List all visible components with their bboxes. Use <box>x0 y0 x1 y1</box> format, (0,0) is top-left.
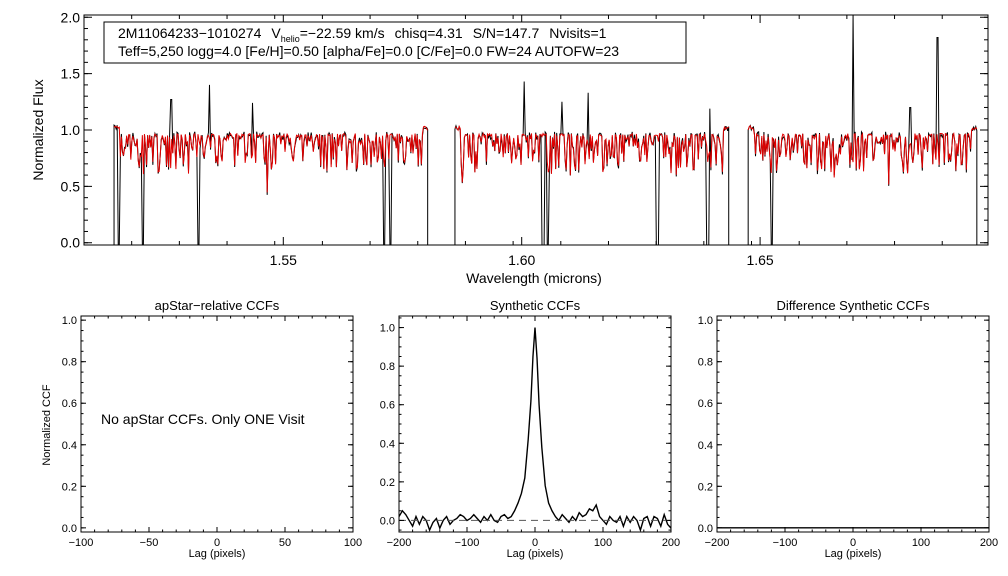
difference-frame <box>716 315 990 533</box>
model-spectrum-line <box>454 124 729 183</box>
x-tick-label: −100 <box>69 537 94 549</box>
y-tick-label: 0.0 <box>61 235 81 251</box>
annotation-line-2: Teff=5,250 logg=4.0 [Fe/H]=0.50 [alpha/F… <box>118 43 619 59</box>
synthetic-ccf-panel: −200 −100 0 100 200 0.0 0.2 0.4 0.6 0.8 1.0 Synth… <box>380 298 680 560</box>
y-tick-label: 0.4 <box>380 438 395 450</box>
apstar-ccf-panel: −100 −50 0 50 100 0.0 0.2 0.4 0.6 0.8 1.0 apStar−… <box>41 298 362 560</box>
y-tick-label: 0.4 <box>62 440 77 452</box>
synthetic-x-label: Lag (pixels) <box>507 548 564 560</box>
x-tick-label: −200 <box>705 537 730 549</box>
model-spectrum-line <box>747 125 978 185</box>
x-tick-label: −200 <box>387 537 412 549</box>
x-tick-label: 1.55 <box>270 252 297 268</box>
x-tick-label: 200 <box>980 537 998 549</box>
x-tick-label: −100 <box>455 537 480 549</box>
spectrum-y-ticks: 0.0 0.5 1.0 1.5 2.0 <box>61 9 988 251</box>
y-tick-label: 1.0 <box>61 122 81 138</box>
y-tick-label: 0.4 <box>698 440 713 452</box>
y-tick-label: 2.0 <box>61 9 81 25</box>
x-tick-label: 0 <box>532 537 538 549</box>
y-tick-label: 1.0 <box>698 315 713 327</box>
y-tick-label: 1.5 <box>61 66 81 82</box>
x-tick-label: 100 <box>594 537 612 549</box>
x-tick-label: −100 <box>773 537 798 549</box>
vhelio-value: =−22.59 km/s <box>300 25 385 41</box>
y-tick-label: 1.0 <box>62 315 77 327</box>
x-tick-label: 1.60 <box>508 252 535 268</box>
vhelio-label: V <box>271 25 281 41</box>
x-tick-label: 0 <box>850 537 856 549</box>
y-tick-label: 0.0 <box>698 523 713 535</box>
apstar-y-label: Normalized CCF <box>41 384 53 466</box>
y-tick-label: 0.6 <box>698 398 713 410</box>
y-tick-label: 0.5 <box>61 178 81 194</box>
apstar-x-ticks: −100 −50 0 50 100 <box>69 316 362 549</box>
apstar-title: apStar−relative CCFs <box>155 298 280 313</box>
y-tick-label: 1.0 <box>380 323 395 335</box>
synthetic-title: Synthetic CCFs <box>490 298 581 313</box>
annotation-box <box>103 21 687 64</box>
apstar-x-label: Lag (pixels) <box>189 548 246 560</box>
y-tick-label: 0.2 <box>62 481 77 493</box>
y-tick-label: 0.8 <box>380 361 395 373</box>
y-tick-label: 0.6 <box>380 400 395 412</box>
y-tick-label: 0.2 <box>698 481 713 493</box>
synthetic-ccf-line <box>398 327 672 533</box>
apstar-message: No apStar CCFs. Only ONE Visit <box>101 411 305 427</box>
spectrum-y-label: Normalized Flux <box>30 79 46 180</box>
x-tick-label: 200 <box>662 537 680 549</box>
y-tick-label: 0.0 <box>380 515 395 527</box>
x-tick-label: 50 <box>279 537 291 549</box>
apstar-y-ticks: 0.0 0.2 0.4 0.6 0.8 1.0 <box>62 315 353 535</box>
synthetic-series <box>398 327 672 533</box>
annotation-line-1: 2M11064233−1010274 Vhelio=−22.59 km/s chis… <box>118 25 607 44</box>
spectrum-x-label: Wavelength (microns) <box>466 270 602 286</box>
y-tick-label: 0.0 <box>62 523 77 535</box>
x-tick-label: 1.65 <box>746 252 773 268</box>
difference-ccf-panel: −200 −100 0 100 200 0.0 0.2 0.4 0.6 0.8 1.0 Diffe… <box>698 298 998 560</box>
x-tick-label: 100 <box>912 537 930 549</box>
y-tick-label: 0.2 <box>380 477 395 489</box>
spectrum-x-ticks: 1.55 1.60 1.65 <box>83 15 943 268</box>
observed-spectrum-line <box>747 15 978 245</box>
difference-x-label: Lag (pixels) <box>825 548 882 560</box>
synthetic-x-ticks: −200 −100 0 100 200 <box>387 316 680 549</box>
difference-y-ticks: 0.0 0.2 0.4 0.6 0.8 1.0 <box>698 315 989 535</box>
y-tick-label: 0.6 <box>62 398 77 410</box>
synthetic-frame <box>398 315 672 533</box>
spectrum-panel: 1.55 1.60 1.65 0.0 0.5 1.0 1.5 2.0 2M11064233−… <box>30 9 989 286</box>
y-tick-label: 0.8 <box>698 357 713 369</box>
difference-title: Difference Synthetic CCFs <box>777 298 930 313</box>
x-tick-label: −50 <box>140 537 159 549</box>
spectrum-series <box>113 15 978 245</box>
chisq-value: chisq=4.31 <box>395 25 463 41</box>
star-id: 2M11064233−1010274 <box>118 25 262 41</box>
x-tick-label: 0 <box>214 537 220 549</box>
x-tick-label: 100 <box>344 537 362 549</box>
difference-x-ticks: −200 −100 0 100 200 <box>705 316 998 549</box>
nvisits-value: Nvisits=1 <box>549 25 606 41</box>
observed-spectrum-line <box>454 81 730 245</box>
model-spectrum-line <box>113 125 429 193</box>
sn-value: S/N=147.7 <box>473 25 540 41</box>
y-tick-label: 0.8 <box>62 357 77 369</box>
vhelio-subscript: helio <box>281 34 300 44</box>
synthetic-y-ticks: 0.0 0.2 0.4 0.6 0.8 1.0 <box>380 317 671 531</box>
